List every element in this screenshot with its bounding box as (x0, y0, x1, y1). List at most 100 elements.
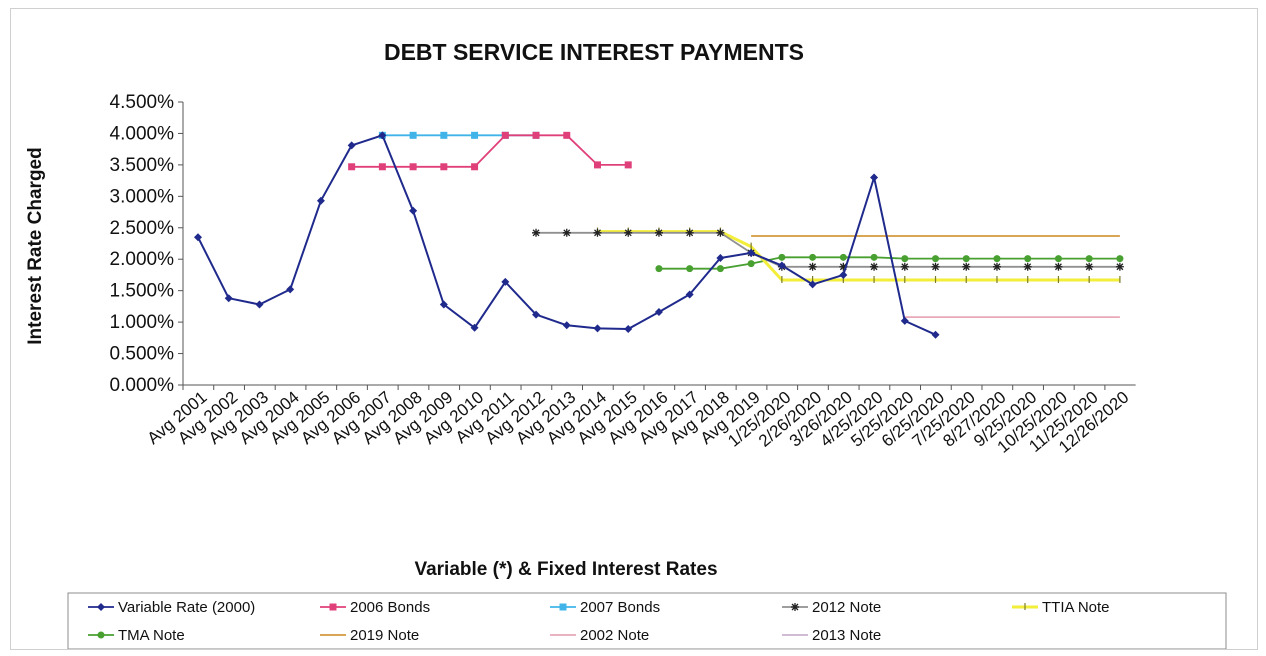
legend-marker (329, 603, 337, 611)
data-point (686, 265, 694, 273)
x-axis-title: Variable (*) & Fixed Interest Rates (414, 559, 717, 580)
data-point (870, 262, 879, 271)
data-point (378, 163, 386, 171)
series-line (351, 134, 629, 168)
data-point (1023, 262, 1032, 271)
data-point (532, 310, 541, 319)
data-point (409, 131, 417, 139)
data-point (992, 262, 1001, 271)
axes: 0.000% 0.500% 1.000% 1.500% 2.000% 2.500% 3.00… (110, 92, 1136, 457)
legend-item-2019-note: 2019 Note (320, 627, 419, 644)
data-point (716, 265, 724, 273)
y-tick-label: 0.000% (110, 375, 175, 396)
legend-item-tma-note: TMA Note (88, 627, 185, 644)
line-chart: DEBT SERVICE INTEREST PAYMENTS Interest … (25, 39, 1227, 649)
legend-label: Variable Rate (2000) (118, 599, 255, 616)
data-point (654, 308, 663, 317)
legend-label: TTIA Note (1042, 599, 1110, 616)
data-point (931, 262, 940, 271)
data-point (809, 253, 817, 261)
data-point (194, 233, 202, 242)
chart-title: DEBT SERVICE INTEREST PAYMENTS (384, 39, 804, 65)
legend-box (67, 592, 1227, 649)
data-point (839, 262, 848, 271)
legend-item-2013-note: 2013 Note (782, 627, 881, 644)
data-point (255, 300, 264, 309)
data-point (348, 163, 356, 171)
data-point (962, 262, 971, 271)
legend-item-ttia-note: TTIA Note (1012, 599, 1110, 616)
data-point (624, 228, 633, 237)
data-point (440, 163, 448, 171)
data-point (993, 255, 1001, 263)
data-point (962, 255, 970, 263)
y-tick-label: 0.500% (110, 344, 175, 365)
legend-item-2007-bonds: 2007 Bonds (550, 599, 660, 616)
series-2006-bonds (348, 131, 632, 171)
data-point (624, 161, 632, 169)
data-point (1116, 255, 1124, 263)
data-point (593, 161, 601, 169)
chart-frame: DEBT SERVICE INTEREST PAYMENTS Interest … (10, 8, 1258, 650)
data-point (501, 131, 509, 139)
data-point (1085, 255, 1093, 263)
data-point (347, 141, 356, 150)
legend-label: 2002 Note (580, 627, 649, 644)
y-tick-label: 2.000% (110, 249, 175, 270)
series-line (597, 230, 1120, 282)
legend-marker (559, 603, 567, 611)
data-point (409, 206, 418, 215)
data-point (562, 228, 571, 237)
data-point (870, 253, 878, 261)
data-point (532, 131, 540, 139)
data-point (716, 253, 725, 262)
legend-marker (97, 603, 105, 611)
series-line (659, 256, 1120, 270)
data-point (563, 131, 571, 139)
data-point (685, 228, 694, 237)
data-point (655, 265, 663, 273)
legend-label: 2012 Note (812, 599, 881, 616)
data-point (1054, 262, 1063, 271)
data-point (440, 131, 448, 139)
y-tick-label: 2.500% (110, 218, 175, 239)
y-tick-label: 1.500% (110, 281, 175, 302)
data-point (471, 131, 479, 139)
data-point (624, 325, 633, 334)
y-tick-label: 4.000% (110, 123, 175, 144)
legend: Variable Rate (2000) 2006 Bonds 2007 Bonds… (88, 599, 1110, 644)
data-point (501, 277, 510, 286)
y-axis-label: Interest Rate Charged (25, 147, 46, 344)
data-point (378, 131, 387, 140)
data-point (1115, 262, 1124, 271)
y-tick-label: 1.000% (110, 312, 175, 333)
legend-label: 2007 Bonds (580, 599, 660, 616)
data-point (593, 324, 602, 333)
data-point (839, 253, 847, 261)
y-tick-label: 3.000% (110, 186, 175, 207)
legend-label: 2006 Bonds (350, 599, 430, 616)
data-point (1085, 262, 1094, 271)
data-point (685, 290, 694, 299)
data-point (777, 261, 786, 270)
data-point (1024, 255, 1032, 263)
data-point (932, 255, 940, 263)
data-point (409, 163, 417, 171)
data-point (870, 173, 879, 182)
data-point (224, 294, 233, 303)
data-point (471, 163, 479, 171)
data-point (900, 262, 909, 271)
data-point (900, 316, 909, 325)
data-point (1054, 255, 1062, 263)
data-point (778, 253, 786, 261)
data-point (316, 196, 325, 205)
legend-item-2012-note: 2012 Note (782, 599, 881, 616)
legend-item-variable-rate-2000: Variable Rate (2000) (88, 599, 255, 616)
series-line (536, 231, 1120, 268)
legend-item-2002-note: 2002 Note (550, 627, 649, 644)
y-tick-label: 4.500% (110, 92, 175, 113)
series-tma-note (655, 253, 1124, 273)
data-point (901, 255, 909, 263)
data-point (286, 285, 295, 294)
legend-item-2006-bonds: 2006 Bonds (320, 599, 430, 616)
